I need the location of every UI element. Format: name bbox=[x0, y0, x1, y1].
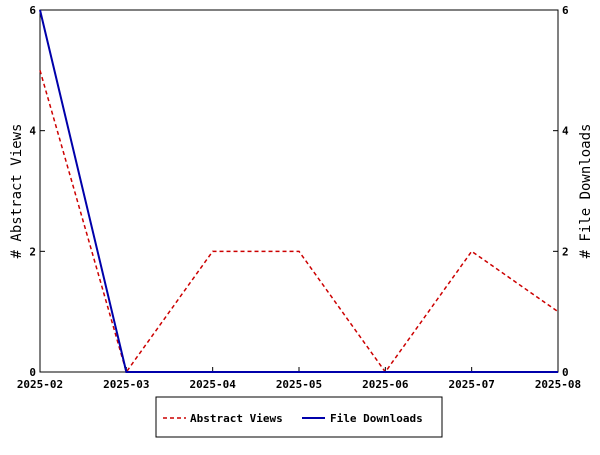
legend-label-abstract-views: Abstract Views bbox=[190, 412, 283, 425]
legend-label-file-downloads: File Downloads bbox=[330, 412, 423, 425]
plot-area bbox=[39, 9, 559, 373]
x-tick-label-6: 2025-08 bbox=[535, 378, 581, 391]
x-tick-label-4: 2025-06 bbox=[362, 378, 409, 391]
y2-tick-label-3: 6 bbox=[562, 4, 569, 17]
legend-box bbox=[155, 396, 443, 438]
y2-tick-label-2: 4 bbox=[562, 125, 569, 138]
y2-tick-label-1: 2 bbox=[562, 245, 569, 258]
x-tick-label-0: 2025-02 bbox=[17, 378, 63, 391]
y-tick-label-3: 6 bbox=[29, 4, 36, 17]
x-tick-label-1: 2025-03 bbox=[103, 378, 149, 391]
legend: Abstract Views File Downloads bbox=[155, 396, 443, 438]
x-tick-label-5: 2025-07 bbox=[448, 378, 494, 391]
y2-tick-label-0: 0 bbox=[562, 366, 569, 379]
y-tick-label-1: 2 bbox=[29, 245, 36, 258]
y-tick-label-0: 0 bbox=[29, 366, 36, 379]
x-tick-label-2: 2025-04 bbox=[189, 378, 236, 391]
y2-axis-title: # File Downloads bbox=[578, 124, 594, 259]
y-tick-label-2: 4 bbox=[29, 125, 36, 138]
series-line-1 bbox=[39, 9, 558, 373]
x-tick-label-3: 2025-05 bbox=[276, 378, 322, 391]
y-axis-title: # Abstract Views bbox=[9, 124, 25, 259]
series-line-0 bbox=[39, 70, 559, 374]
